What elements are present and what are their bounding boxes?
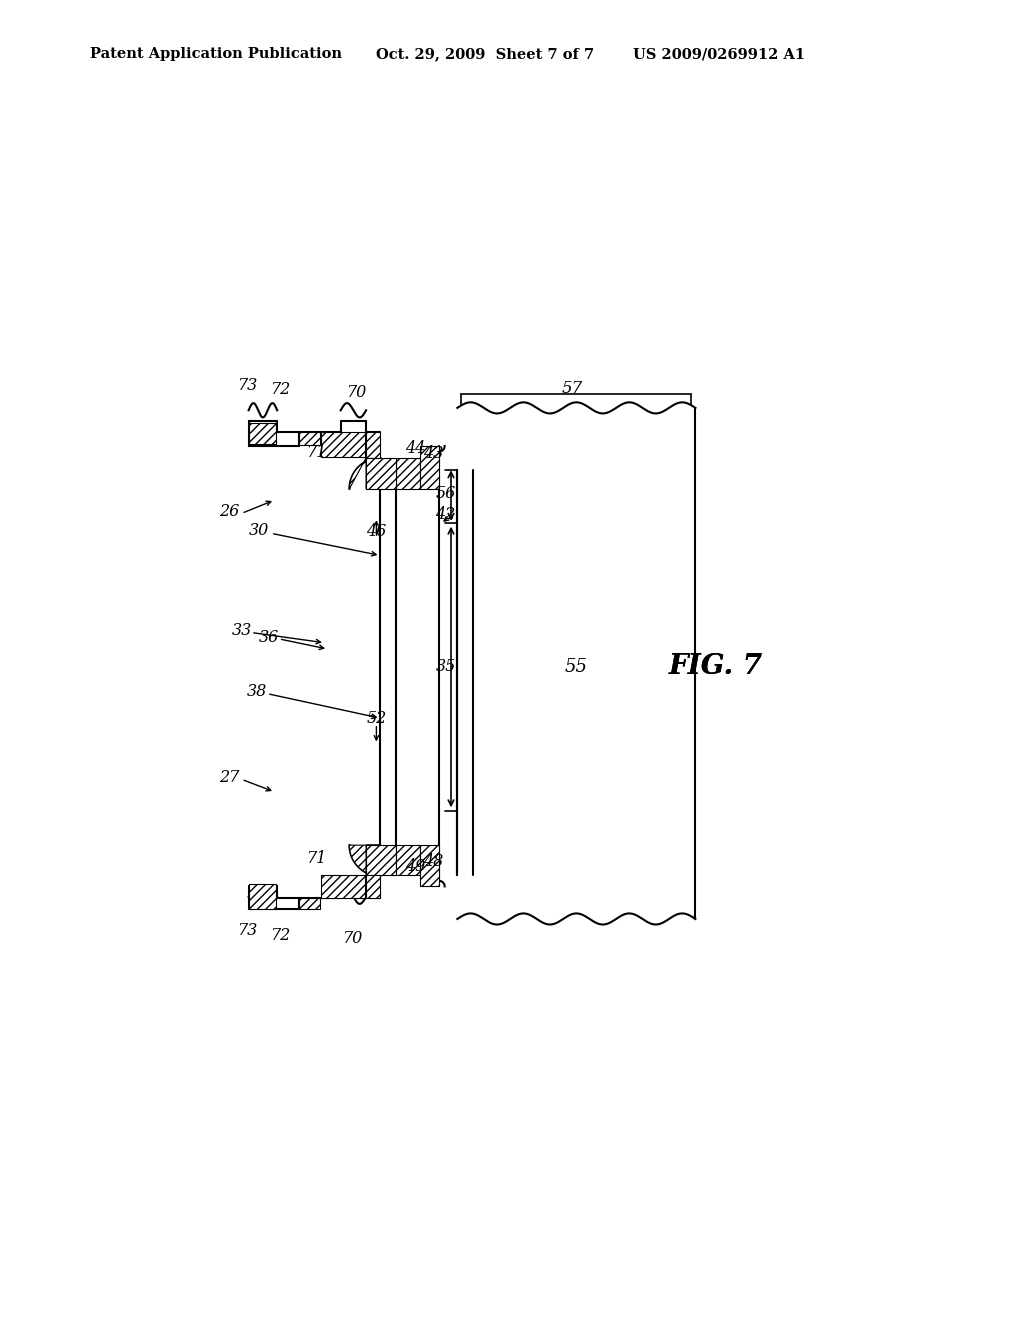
Bar [396, 458, 420, 488]
Bar [367, 432, 380, 458]
Text: 43: 43 [423, 445, 443, 462]
Bar [250, 884, 276, 909]
Text: 56: 56 [435, 484, 456, 502]
Text: 48: 48 [423, 853, 443, 870]
Bar [396, 845, 420, 875]
Polygon shape [349, 845, 380, 876]
Text: 49: 49 [406, 858, 425, 875]
Text: 73: 73 [237, 923, 257, 940]
Text: 71: 71 [306, 850, 327, 867]
Text: 27: 27 [219, 770, 240, 787]
Text: US 2009/0269912 A1: US 2009/0269912 A1 [633, 48, 805, 61]
Text: 30: 30 [249, 521, 269, 539]
Text: 42: 42 [435, 506, 456, 523]
Bar [367, 458, 396, 488]
Bar [420, 845, 439, 887]
Bar [367, 875, 380, 899]
Text: 36: 36 [259, 628, 280, 645]
Text: 38: 38 [247, 684, 267, 701]
Bar [321, 433, 366, 457]
Text: 33: 33 [231, 623, 252, 639]
Text: 72: 72 [270, 927, 291, 944]
Bar [420, 446, 439, 488]
Text: 72: 72 [270, 381, 291, 399]
Bar [321, 875, 366, 898]
Text: 46: 46 [367, 523, 386, 540]
Text: 70: 70 [346, 384, 366, 401]
Text: 71: 71 [306, 444, 327, 461]
Text: 35: 35 [435, 659, 456, 675]
Text: Patent Application Publication: Patent Application Publication [90, 48, 342, 61]
Text: 73: 73 [237, 378, 257, 395]
Bar [299, 898, 321, 909]
Text: 44: 44 [406, 440, 425, 457]
Bar [250, 422, 276, 445]
Text: FIG. 7: FIG. 7 [669, 653, 762, 680]
Text: 57: 57 [562, 380, 583, 397]
Text: 52: 52 [367, 710, 386, 727]
Text: Oct. 29, 2009  Sheet 7 of 7: Oct. 29, 2009 Sheet 7 of 7 [376, 48, 594, 61]
Text: 26: 26 [219, 503, 240, 520]
Bar [367, 845, 396, 875]
Bar [299, 433, 321, 445]
Text: 70: 70 [342, 931, 361, 948]
Polygon shape [349, 458, 380, 488]
Text: 55: 55 [565, 657, 588, 676]
Text: FIG. 7: FIG. 7 [669, 653, 762, 680]
